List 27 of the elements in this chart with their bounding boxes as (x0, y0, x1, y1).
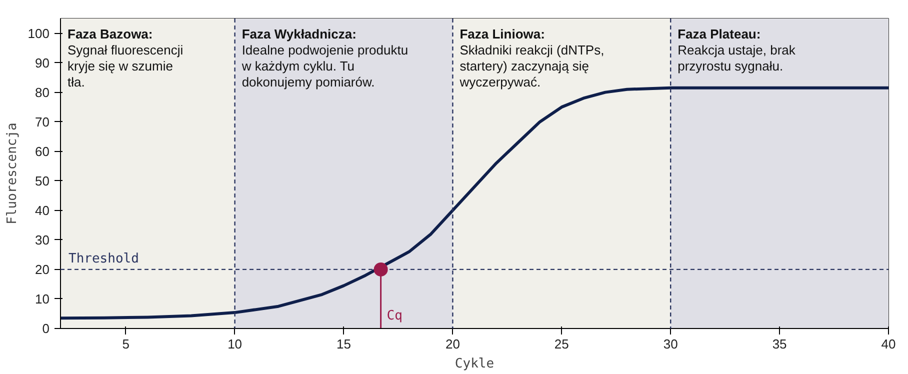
ref-line-label: Threshold (68, 251, 139, 266)
y-tick-label: 100 (28, 26, 50, 41)
y-tick-label: 90 (35, 55, 50, 70)
y-tick-label: 30 (35, 232, 50, 248)
x-tick-label: 20 (445, 336, 460, 352)
y-tick-label: 0 (42, 321, 50, 336)
x-tick-label: 15 (336, 336, 351, 352)
y-tick-label: 10 (35, 291, 50, 306)
x-axis-title: Cykle (454, 356, 494, 372)
y-tick-label: 40 (35, 202, 50, 218)
x-tick-label: 30 (663, 336, 678, 352)
x-tick-label: 10 (228, 336, 242, 352)
y-tick-label: 20 (35, 262, 50, 277)
annotation: Cq (386, 308, 402, 324)
y-axis-title: Fluorescencja (4, 122, 20, 224)
y-tick-label: 70 (35, 114, 50, 130)
y-tick-label: 50 (35, 173, 50, 188)
y-tick-label: 80 (35, 84, 50, 100)
x-tick-label: 25 (554, 336, 569, 352)
x-tick-label: 40 (881, 336, 896, 352)
band-label: Faza Wykładnicza: Idealne podwojenie produktu w każdym cyklu. Tu dokonujemy pomiarów. (240, 26, 408, 90)
x-tick-label: 35 (772, 336, 787, 352)
y-tick-label: 60 (35, 144, 50, 159)
band-label: Faza Plateau: Reakcja ustaje, brak przyrostu sygnału. (678, 26, 796, 74)
band-label: Faza Bazowa: Sygnał fluorescencji kryje się w szumie tła. (68, 26, 184, 90)
band-label: Faza Liniowa: Składniki reakcji (dNTPs, startery) zaczynają się wyczerpywać. (458, 26, 604, 90)
x-tick-label: 5 (122, 336, 130, 352)
